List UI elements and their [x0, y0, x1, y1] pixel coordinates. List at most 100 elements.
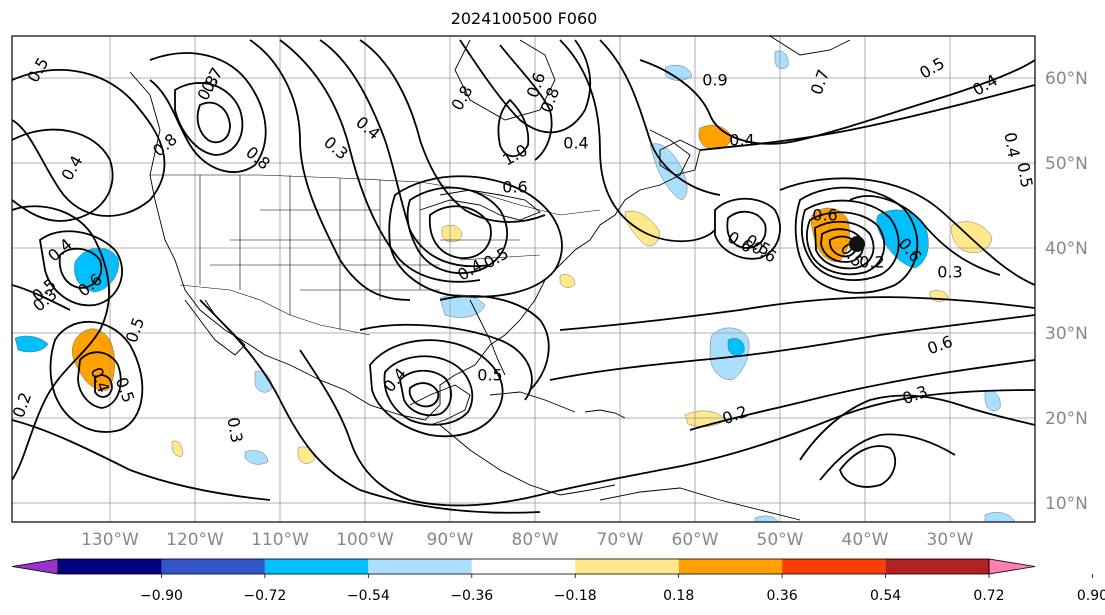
colorbar — [11, 558, 1036, 575]
contour-line — [459, 39, 592, 134]
coastline-yucatan — [409, 384, 471, 426]
contour-line — [794, 186, 919, 294]
contour-line — [559, 39, 716, 243]
contour-line — [726, 210, 767, 249]
colorbar-tick-label: 0.72 — [973, 588, 1004, 604]
contour-line — [383, 355, 474, 426]
latitude-label: 60°N — [1045, 69, 1088, 89]
contour-label: 0.4 — [729, 131, 754, 150]
contour-label: 0.3 — [937, 263, 962, 282]
coastline-greenland — [769, 36, 851, 56]
colorbar-tick-labels: −0.90 −0.72 −0.54 −0.36 −0.18 0.18 0.36 0.54 0.7… — [140, 574, 1105, 604]
longitude-label: 80°W — [512, 530, 559, 550]
contour-line — [369, 339, 504, 438]
contour-line — [408, 382, 440, 408]
coastline-south-america — [599, 487, 801, 521]
contour-label: 0.5 — [1013, 161, 1036, 189]
shaded-region — [754, 515, 779, 522]
coastline-central-america — [439, 424, 616, 496]
coastline-hispaniola — [584, 409, 626, 419]
contour-line — [359, 39, 546, 223]
colorbar-segment — [58, 559, 162, 574]
contour-line — [388, 175, 563, 298]
latitude-label: 20°N — [1045, 409, 1088, 429]
contour-line — [299, 349, 1035, 507]
contour-label: 0.4 — [1000, 131, 1023, 159]
contour-line — [149, 52, 267, 173]
colorbar-tick-label: 0.54 — [870, 588, 901, 604]
colorbar-segment — [782, 559, 886, 574]
map-title: 2024100500 F060 — [450, 9, 598, 28]
longitude-label: 110°W — [251, 530, 309, 550]
coastlines — [129, 36, 851, 521]
contour-line — [12, 205, 110, 481]
colorbar-segment — [368, 559, 472, 574]
contour-line — [12, 69, 166, 217]
coastline-florida — [469, 299, 506, 376]
contour-line — [799, 394, 1035, 461]
contour-line — [249, 39, 411, 301]
longitude-label: 40°W — [842, 530, 889, 550]
contour-line — [699, 84, 1035, 151]
contour-line — [12, 128, 114, 222]
contour-label: 0.9 — [702, 71, 727, 90]
contour-line — [599, 39, 721, 196]
contour-line — [639, 59, 1035, 145]
colorbar-tick-label: 0.36 — [767, 588, 798, 604]
latitude-labels: 60°N 50°N 40°N 30°N 20°N 10°N — [1045, 69, 1088, 514]
contour-line — [428, 205, 492, 259]
contour-line — [399, 369, 452, 417]
contour-label: 0.3 — [223, 416, 246, 444]
contour-line — [439, 295, 550, 391]
colorbar-tick-label: 0.18 — [663, 588, 694, 604]
longitude-label: 50°W — [757, 530, 804, 550]
longitude-label: 100°W — [336, 530, 394, 550]
shaded-region — [244, 450, 269, 465]
contour-line — [499, 44, 553, 161]
contour-line — [12, 284, 71, 311]
contour-lines — [12, 39, 1035, 514]
contour-line — [559, 296, 1035, 331]
contour-line — [12, 419, 271, 501]
colorbar-tick-label: −0.72 — [243, 588, 286, 604]
latitude-label: 50°N — [1045, 154, 1088, 174]
shaded-region — [664, 65, 693, 81]
latitude-label: 30°N — [1045, 324, 1088, 344]
contour-line — [779, 177, 1035, 286]
contour-line — [406, 186, 508, 274]
coastline-north-america — [129, 71, 691, 421]
shaded-region — [14, 335, 49, 353]
shaded-region — [774, 50, 789, 69]
colorbar-segment — [885, 559, 989, 574]
colorbar-tick-label: −0.18 — [554, 588, 597, 604]
contour-line — [838, 445, 897, 488]
contour-line — [279, 39, 481, 283]
shaded-region — [624, 210, 661, 247]
border-us-canada — [150, 174, 601, 216]
contour-line — [820, 228, 864, 263]
colorbar-tick-label: 0.90 — [1077, 588, 1105, 604]
contour-line — [174, 82, 244, 156]
colorbar-tick-label: −0.36 — [450, 588, 493, 604]
contour-label: 0.6 — [502, 178, 527, 197]
contour-line — [800, 199, 900, 281]
latitude-label: 10°N — [1045, 494, 1088, 514]
contour-line — [196, 101, 231, 144]
colorbar-segment — [471, 559, 576, 574]
map-frame — [11, 35, 1036, 523]
shaded-region — [559, 274, 576, 288]
coastline-great-lakes — [419, 189, 541, 221]
contour-line — [829, 235, 858, 258]
colorbar-segment — [161, 559, 265, 574]
map-background — [12, 36, 1035, 522]
colorbar-tick-label: −0.90 — [140, 588, 183, 604]
colorbar-segment — [264, 559, 369, 574]
colorbar-segment — [575, 559, 679, 574]
contour-line — [49, 320, 144, 433]
contour-line — [319, 39, 491, 268]
colorbar-extend-low — [11, 558, 59, 575]
contour-line — [77, 351, 122, 409]
contour-line — [689, 359, 1035, 431]
latitude-label: 40°N — [1045, 239, 1088, 259]
